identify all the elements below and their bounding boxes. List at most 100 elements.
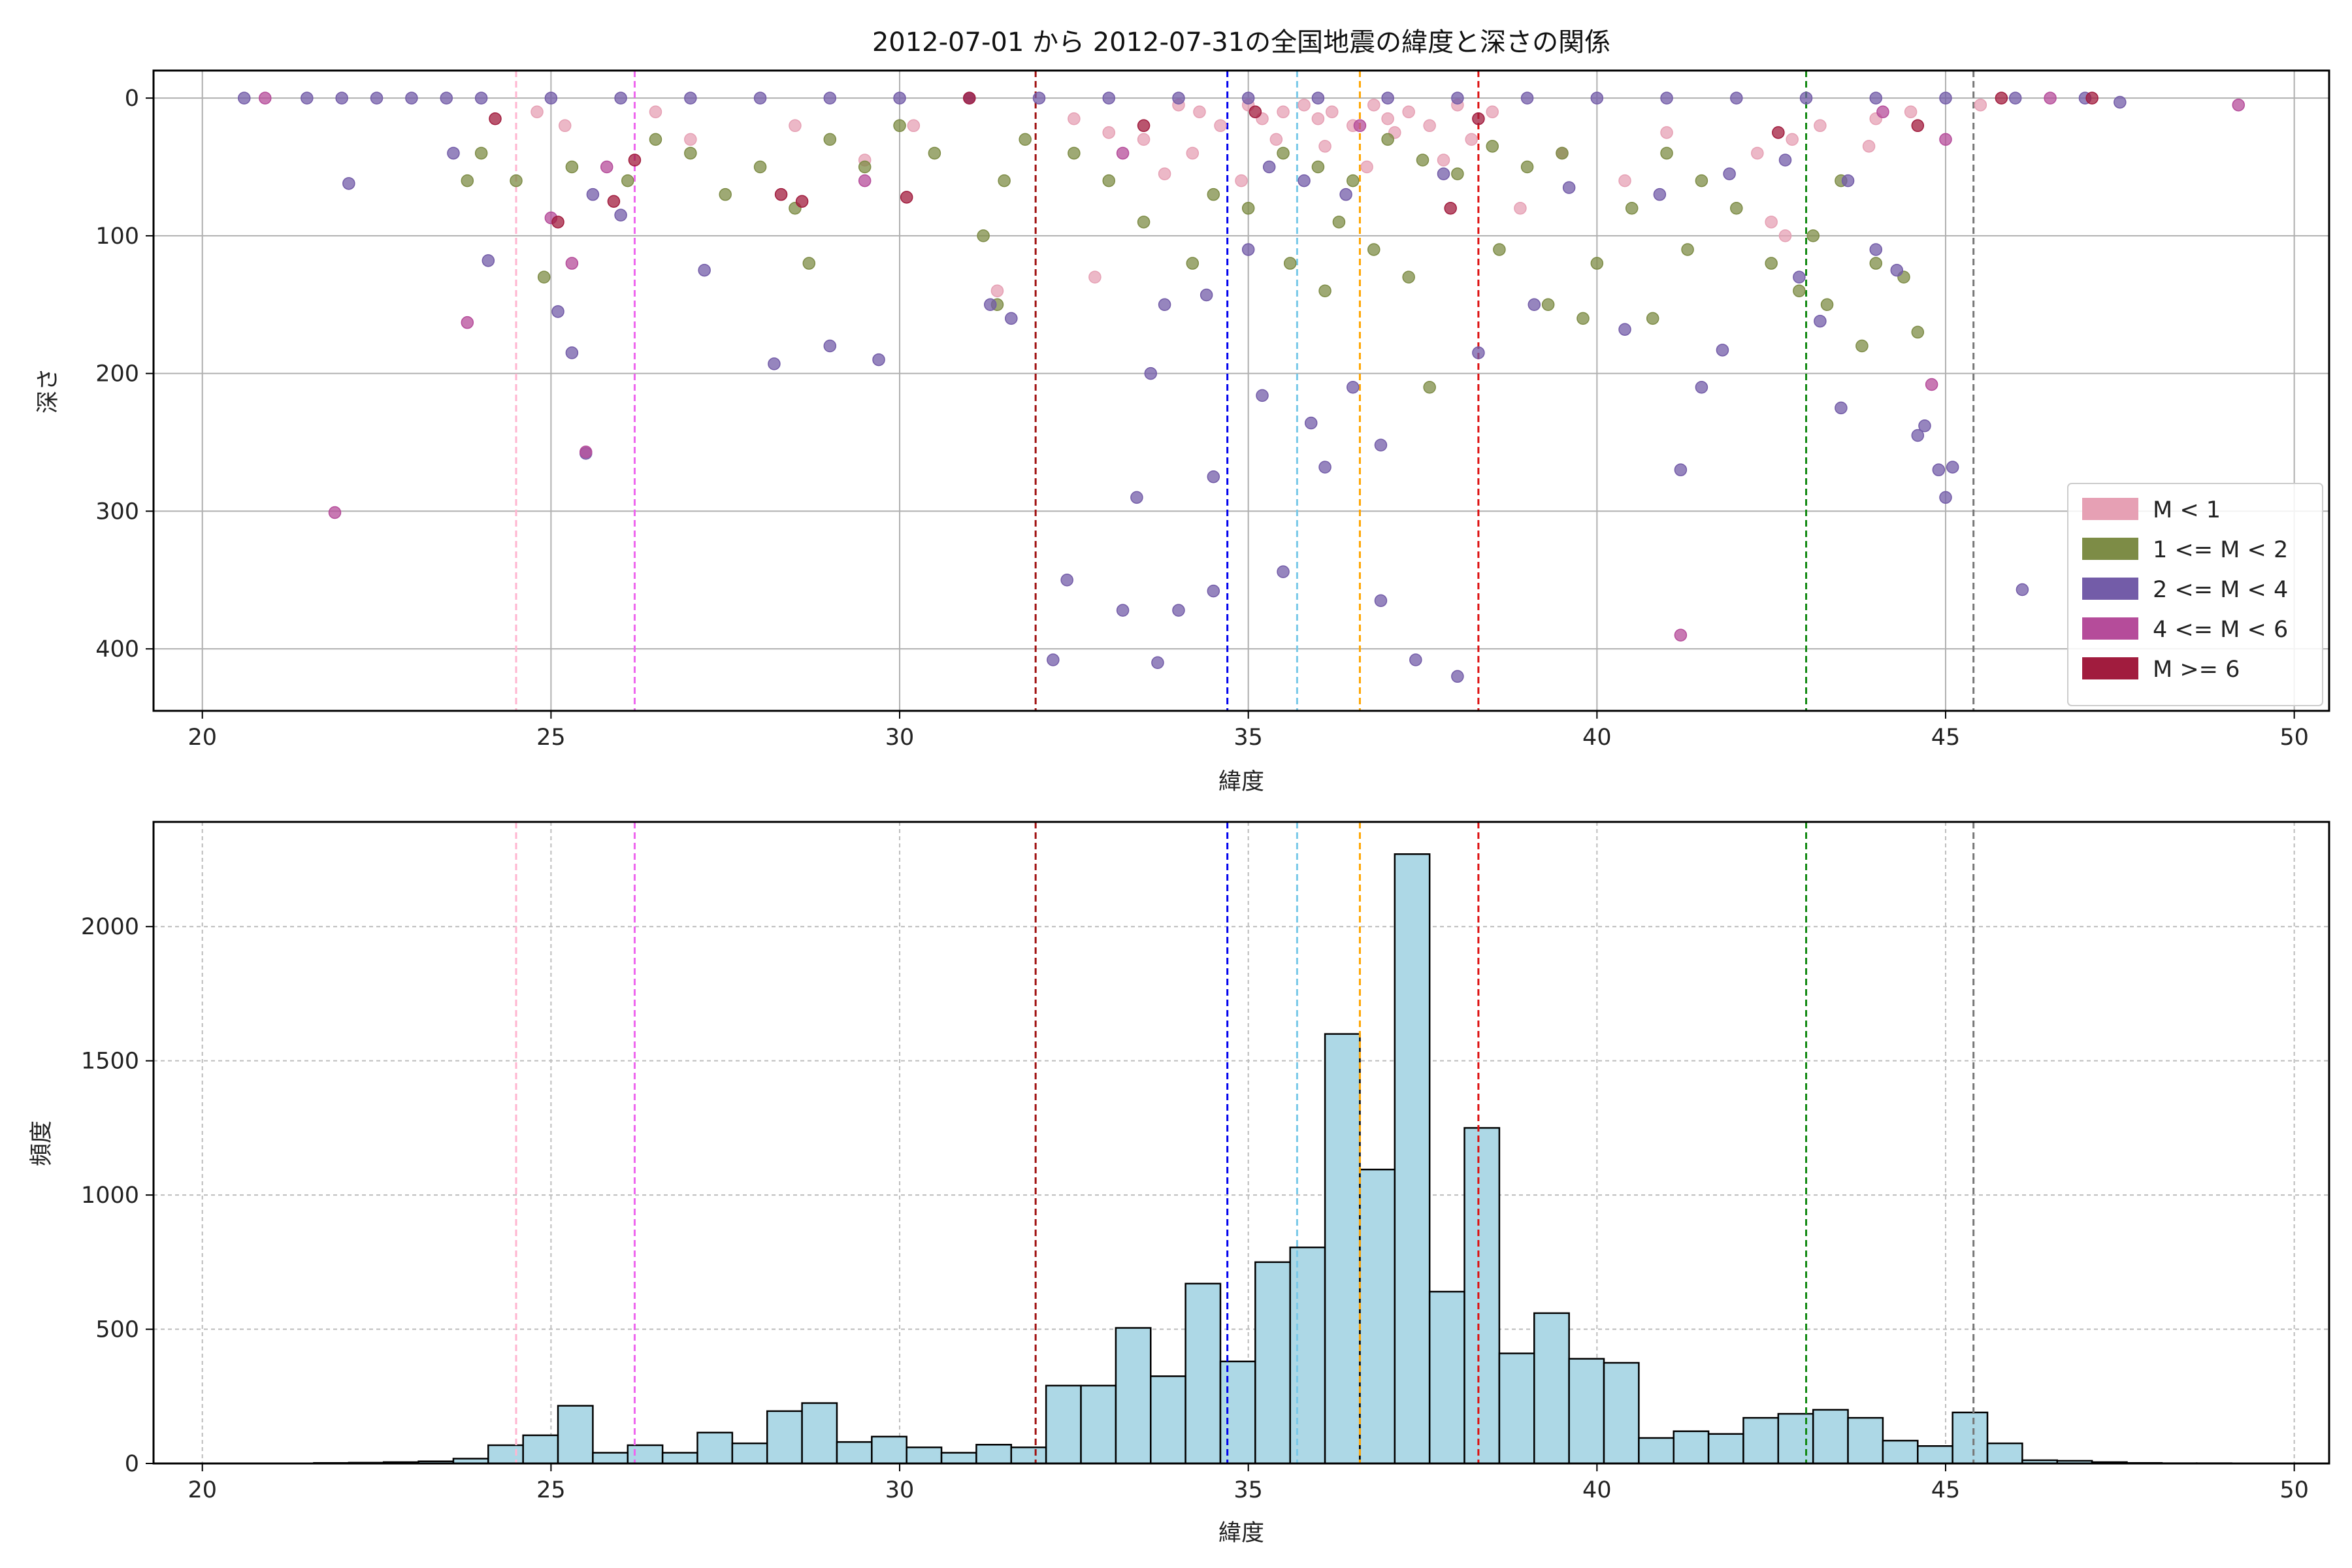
histogram-bar: [696, 1431, 734, 1465]
scatter-point: [1347, 380, 1360, 394]
scatter-point: [301, 91, 314, 105]
scatter-point: [1423, 119, 1436, 133]
scatter-point: [1493, 243, 1506, 256]
scatter-point: [1423, 380, 1436, 394]
histogram-bar: [592, 1452, 629, 1465]
histogram-bar: [1045, 1384, 1082, 1465]
scatter-point: [977, 229, 990, 242]
scatter-point: [537, 270, 551, 284]
scatter-point: [1995, 91, 2008, 105]
scatter-point: [586, 188, 600, 201]
scatter-point: [1911, 325, 1925, 339]
scatter-point: [1381, 112, 1394, 125]
scatter-point: [1277, 565, 1290, 578]
legend-label: M >= 6: [2153, 657, 2240, 683]
scatter-point: [1723, 167, 1736, 180]
scatter-point: [753, 91, 767, 105]
legend-swatch: [2082, 538, 2138, 560]
scatter-chart: 20 25 30 35 40 45 50 0 100 200 300 400 緯度 深さ M < 1…: [35, 69, 2330, 795]
scatter-point: [1137, 133, 1151, 146]
scatter-point: [1019, 133, 1032, 146]
scatter-point: [614, 91, 627, 105]
scatter-point: [872, 353, 885, 367]
scatter-point: [1172, 91, 1185, 105]
scatter-point: [1472, 346, 1485, 359]
scatter-point: [1102, 126, 1115, 139]
scatter-point: [1890, 263, 1904, 277]
histogram-x-tick-label: 20: [188, 1477, 217, 1503]
scatter-point: [1304, 416, 1318, 430]
legend-label: 1 <= M < 2: [2153, 537, 2288, 563]
scatter-points: [238, 91, 2245, 683]
scatter-point: [1625, 202, 1639, 215]
scatter-point: [1869, 243, 1882, 256]
scatter-point: [1374, 594, 1388, 608]
histogram-bar: [1463, 1127, 1501, 1465]
histogram-bar: [1777, 1413, 1814, 1465]
scatter-point: [1527, 298, 1541, 312]
scatter-point: [1695, 380, 1708, 394]
scatter-point: [2232, 98, 2245, 112]
scatter-point: [1241, 202, 1255, 215]
scatter-point: [1862, 140, 1876, 153]
histogram-plot-frame: [152, 821, 2330, 1465]
histogram-x-tick-label: 45: [1931, 1477, 1961, 1503]
scatter-point: [1137, 216, 1151, 229]
scatter-point: [440, 91, 453, 105]
histogram-bar: [1254, 1261, 1291, 1465]
scatter-point: [1541, 298, 1555, 312]
scatter-point: [1102, 174, 1115, 188]
scatter-x-ticks: 20 25 30 35 40 45 50: [188, 711, 2309, 751]
scatter-point: [1911, 429, 1925, 442]
histogram-bar: [557, 1405, 594, 1465]
histogram-bar: [1498, 1352, 1535, 1465]
scatter-point: [1751, 146, 1764, 160]
scatter-point: [1451, 670, 1464, 683]
scatter-point: [1946, 461, 1959, 474]
histogram-bar: [731, 1442, 768, 1465]
scatter-point: [1730, 91, 1743, 105]
histogram-y-tick-label: 500: [95, 1317, 139, 1343]
histogram-bar: [766, 1410, 803, 1465]
scatter-point: [461, 316, 474, 329]
scatter-point: [405, 91, 418, 105]
scatter-point: [1911, 119, 1925, 133]
scatter-point: [1778, 229, 1792, 242]
scatter-point: [1235, 174, 1248, 188]
scatter-y-axis-label: 深さ: [35, 368, 61, 414]
histogram-bar: [1289, 1246, 1326, 1465]
scatter-point: [1367, 243, 1380, 256]
scatter-point: [1674, 463, 1688, 476]
histogram-x-tick-label: 25: [536, 1477, 566, 1503]
scatter-point: [1353, 119, 1367, 133]
scatter-point: [1005, 312, 1018, 325]
scatter-point: [461, 174, 474, 188]
scatter-point: [1151, 656, 1164, 669]
scatter-point: [1311, 112, 1325, 125]
scatter-point: [1730, 202, 1743, 215]
scatter-point: [2008, 91, 2022, 105]
scatter-point: [1374, 438, 1388, 451]
histogram-bar: [1010, 1446, 1047, 1465]
histogram-x-tick-label: 30: [885, 1477, 915, 1503]
histogram-bar: [1742, 1416, 1780, 1465]
scatter-point: [1660, 126, 1673, 139]
scatter-point: [328, 506, 342, 519]
scatter-point: [795, 195, 809, 208]
scatter-point: [1277, 105, 1290, 118]
scatter-point: [1311, 160, 1325, 174]
scatter-point: [1318, 284, 1331, 297]
scatter-point: [823, 133, 837, 146]
scatter-point: [1437, 154, 1450, 167]
scatter-point: [649, 133, 662, 146]
scatter-point: [684, 91, 697, 105]
scatter-point: [1590, 91, 1604, 105]
scatter-point: [1472, 112, 1485, 125]
histogram-x-tick-label: 50: [2279, 1477, 2309, 1503]
scatter-point: [1835, 401, 1848, 415]
scatter-point: [1207, 188, 1220, 201]
legend-swatch: [2082, 498, 2138, 520]
histogram-x-ticks: 20 25 30 35 40 45 50: [188, 1463, 2309, 1503]
scatter-point: [1939, 133, 1952, 146]
